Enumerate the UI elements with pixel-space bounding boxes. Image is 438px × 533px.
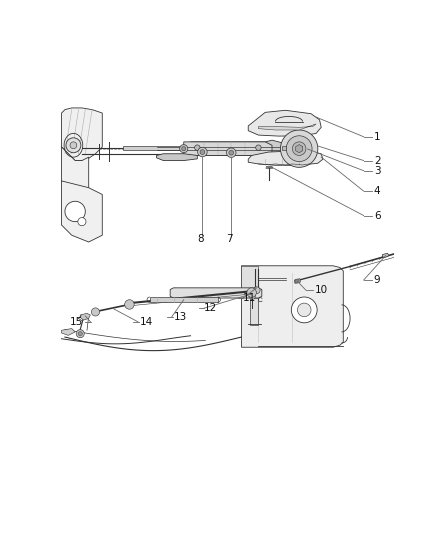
- Polygon shape: [294, 279, 300, 284]
- Circle shape: [92, 308, 99, 316]
- Text: 8: 8: [198, 233, 204, 244]
- Polygon shape: [296, 144, 303, 153]
- Circle shape: [297, 303, 311, 317]
- Polygon shape: [241, 266, 343, 347]
- Polygon shape: [61, 147, 88, 195]
- Polygon shape: [241, 266, 258, 296]
- Polygon shape: [150, 297, 218, 302]
- Text: 4: 4: [374, 186, 381, 196]
- Circle shape: [256, 145, 261, 150]
- Text: 14: 14: [140, 317, 153, 327]
- Text: 11: 11: [243, 293, 256, 303]
- Polygon shape: [282, 146, 286, 150]
- Text: 2: 2: [374, 156, 381, 166]
- Polygon shape: [184, 142, 272, 156]
- Circle shape: [180, 144, 188, 153]
- Circle shape: [247, 288, 256, 297]
- Polygon shape: [250, 298, 258, 325]
- Text: 6: 6: [374, 211, 381, 221]
- Polygon shape: [61, 181, 102, 242]
- Circle shape: [194, 145, 200, 150]
- Circle shape: [66, 138, 81, 153]
- Text: 13: 13: [173, 312, 187, 322]
- Circle shape: [76, 329, 84, 338]
- Circle shape: [253, 287, 260, 294]
- Polygon shape: [248, 151, 323, 165]
- Polygon shape: [191, 140, 286, 157]
- Text: 12: 12: [204, 303, 217, 313]
- Polygon shape: [61, 328, 75, 335]
- Circle shape: [295, 279, 299, 283]
- Text: 1: 1: [374, 132, 381, 142]
- Polygon shape: [382, 253, 389, 257]
- Circle shape: [293, 142, 306, 156]
- Circle shape: [291, 297, 317, 323]
- Circle shape: [182, 147, 186, 151]
- Circle shape: [249, 293, 255, 300]
- Circle shape: [229, 150, 233, 155]
- Text: 3: 3: [374, 166, 381, 176]
- Circle shape: [125, 300, 134, 309]
- Circle shape: [286, 136, 312, 161]
- Polygon shape: [248, 110, 321, 136]
- Circle shape: [78, 332, 82, 336]
- Circle shape: [70, 142, 77, 149]
- Polygon shape: [123, 146, 197, 150]
- Polygon shape: [156, 154, 197, 160]
- Circle shape: [280, 130, 318, 167]
- Polygon shape: [258, 124, 316, 130]
- Polygon shape: [266, 166, 273, 168]
- Polygon shape: [61, 108, 102, 160]
- Text: 9: 9: [374, 275, 381, 285]
- Circle shape: [198, 147, 207, 157]
- Circle shape: [226, 148, 236, 157]
- Text: 10: 10: [314, 285, 328, 295]
- Polygon shape: [170, 288, 262, 298]
- Circle shape: [65, 201, 85, 222]
- Polygon shape: [80, 313, 90, 320]
- Text: 15: 15: [70, 317, 83, 327]
- Circle shape: [78, 217, 86, 225]
- Text: 7: 7: [226, 233, 233, 244]
- Circle shape: [200, 150, 205, 155]
